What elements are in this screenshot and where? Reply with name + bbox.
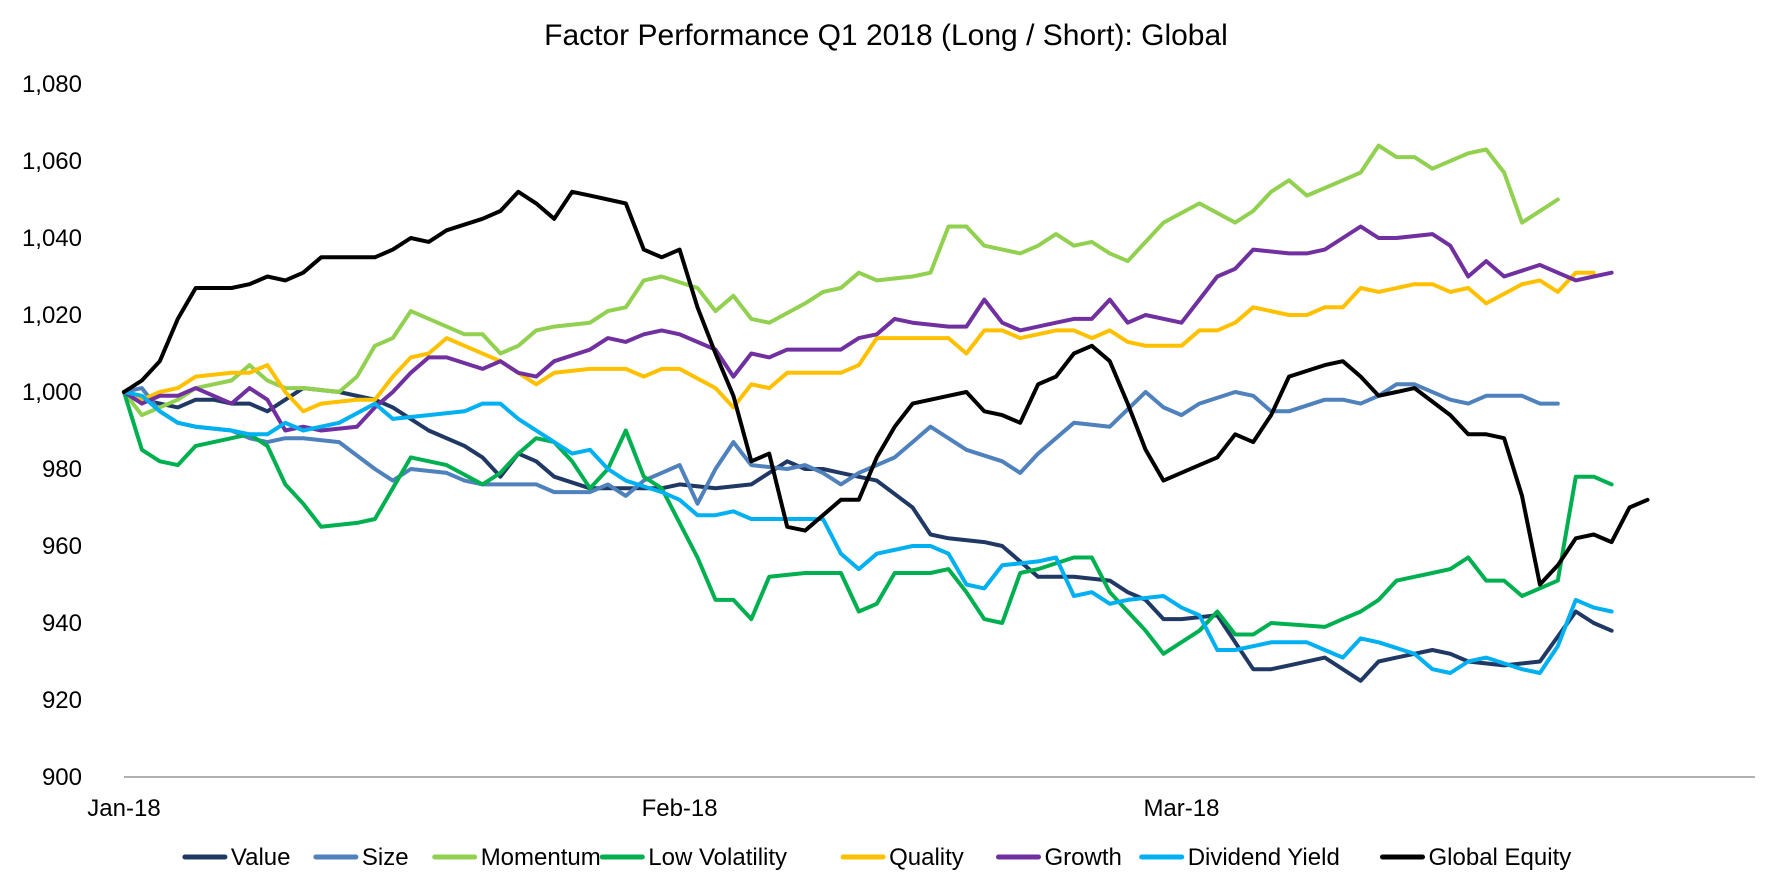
series-line-low-volatility — [122, 390, 1614, 656]
series-line-momentum — [122, 143, 1560, 418]
x-tick-label: Jan-18 — [87, 795, 160, 822]
legend-label-value: Value — [231, 844, 291, 871]
y-tick-label: 1,060 — [22, 148, 82, 175]
y-tick-label: 920 — [42, 687, 82, 714]
y-tick-label: 1,000 — [22, 379, 82, 406]
x-tick-label: Mar-18 — [1143, 795, 1219, 822]
legend-label-dividend-yield: Dividend Yield — [1188, 844, 1340, 871]
series-line-size — [122, 382, 1560, 506]
legend-label-momentum: Momentum — [481, 844, 601, 871]
y-tick-label: 1,080 — [22, 71, 82, 98]
legend: Value Size Momentum Low Volatility Quality Gr… — [182, 844, 1572, 871]
series-line-global-equity — [122, 189, 1650, 587]
y-tick-label: 900 — [42, 764, 82, 791]
y-tick-label: 1,020 — [22, 302, 82, 329]
chart-title: Factor Performance Q1 2018 (Long / Short… — [544, 19, 1228, 52]
legend-label-quality: Quality — [889, 844, 964, 871]
y-tick-label: 980 — [42, 456, 82, 483]
y-axis: 900 920 940 960 980 1,000 1,020 1,040 1,060 1,080 — [22, 71, 82, 791]
legend-label-low-volatility: Low Volatility — [648, 844, 787, 871]
series-line-dividend-yield — [122, 390, 1614, 675]
legend-label-size: Size — [362, 844, 409, 871]
legend-label-global-equity: Global Equity — [1429, 844, 1572, 871]
series-line-quality — [122, 270, 1596, 414]
y-tick-label: 1,040 — [22, 225, 82, 252]
x-tick-label: Feb-18 — [642, 795, 718, 822]
x-axis: Jan-18 Feb-18 Mar-18 — [87, 795, 1219, 822]
plot-area — [122, 143, 1650, 683]
y-tick-label: 960 — [42, 533, 82, 560]
legend-label-growth: Growth — [1045, 844, 1122, 871]
y-tick-label: 940 — [42, 610, 82, 637]
series-line-growth — [122, 224, 1614, 433]
series-line-value — [122, 386, 1614, 683]
